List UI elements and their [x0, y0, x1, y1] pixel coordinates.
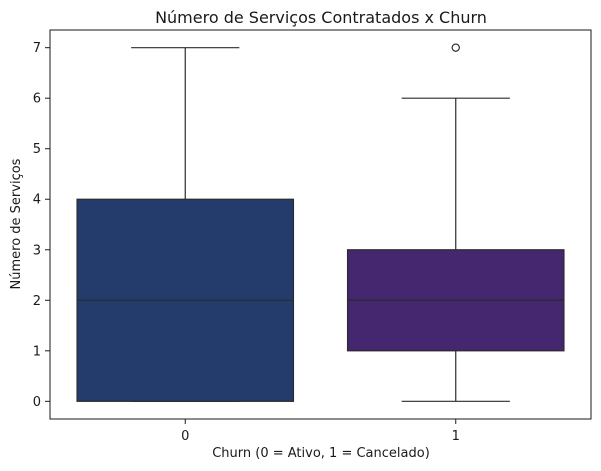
y-tick-label: 3: [33, 243, 41, 258]
y-tick-label: 4: [33, 193, 41, 208]
y-tick-label: 2: [33, 294, 41, 309]
box-group-1: [346, 43, 565, 402]
box-group-0: [76, 47, 295, 402]
chart-title: Número de Serviços Contratados x Churn: [155, 8, 487, 27]
y-tick-label: 1: [33, 344, 41, 359]
x-axis-label: Churn (0 = Ativo, 1 = Cancelado): [212, 446, 430, 461]
y-tick-label: 0: [33, 395, 41, 410]
box-series: [76, 43, 565, 402]
y-tick-label: 7: [33, 41, 41, 56]
y-tick-label: 6: [33, 92, 41, 107]
plot-frame: [49, 29, 592, 420]
x-tick-label: 1: [452, 429, 460, 444]
outlier-point: [451, 43, 460, 52]
y-axis: 0 1 2 3 4 5 6 7: [33, 41, 50, 410]
y-tick-label: 5: [33, 142, 41, 157]
y-axis-label: Número de Serviços: [9, 158, 24, 289]
x-tick-label: 0: [181, 429, 189, 444]
